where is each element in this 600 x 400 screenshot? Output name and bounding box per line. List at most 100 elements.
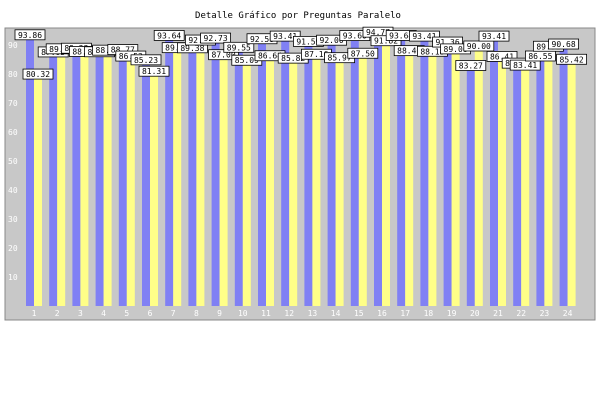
data-label: 88.40	[397, 47, 421, 56]
bar-series-b	[80, 50, 89, 306]
data-label: 81.31	[142, 67, 166, 76]
y-axis-ticks: 10 20 30 40 50 60 70 80 90	[8, 41, 18, 282]
data-label: 93.64	[157, 31, 181, 40]
bar-series-a	[350, 34, 359, 307]
bar-series-b	[521, 64, 530, 307]
data-label-box	[138, 65, 170, 77]
x-category-label: 22	[516, 309, 526, 318]
bar-series-b	[405, 49, 414, 306]
data-label: 85.23	[134, 56, 158, 65]
data-label: 92.00	[320, 36, 344, 45]
bar-series-b	[219, 53, 228, 307]
data-label: 93.41	[412, 32, 436, 41]
y-tick-label: 50	[8, 157, 18, 166]
bar-series-a	[374, 31, 382, 307]
data-label: 80.32	[26, 70, 50, 79]
data-labels: 93.8680.3287.9589.0289.2388.1188.0188.56…	[14, 26, 587, 80]
bar-series-a	[234, 46, 243, 307]
bar-series-b	[382, 39, 390, 307]
bar-series-a	[327, 39, 336, 306]
bar-series-a	[466, 64, 475, 306]
data-label: 93.60	[343, 32, 367, 41]
data-label: 88.77	[111, 46, 135, 55]
bar-series-a	[443, 41, 452, 306]
data-label-box	[478, 30, 510, 42]
data-label: 93.41	[273, 32, 297, 41]
bar-series-a	[95, 50, 104, 307]
bar-series-a	[304, 40, 313, 306]
data-label-box	[347, 47, 379, 59]
data-label: 85.09	[235, 56, 259, 65]
chart-title: Detalle Gráfico por Preguntas Paralelo	[195, 11, 401, 21]
bar-series-b	[335, 56, 344, 307]
data-label: 86.41	[490, 52, 514, 61]
bar-series-a	[397, 34, 406, 306]
x-category-label: 14	[331, 309, 341, 318]
data-label-box	[153, 30, 185, 41]
data-label: 90.00	[467, 42, 491, 51]
x-category-label: 16	[377, 309, 387, 318]
bar-series-a	[72, 47, 81, 306]
data-label: 90.68	[552, 40, 576, 49]
bar-series-a	[211, 37, 220, 306]
x-category-label: 2	[55, 309, 60, 318]
bar-series-b	[451, 47, 460, 307]
data-label: 83.27	[459, 62, 483, 71]
bar-series-b	[126, 55, 135, 306]
bar-series-a	[513, 62, 522, 306]
bar-series-a	[559, 43, 568, 306]
data-label: 92.73	[204, 34, 228, 43]
data-label: 87.00	[212, 51, 236, 60]
bar-series-a	[281, 35, 290, 307]
x-category-label: 11	[261, 309, 271, 318]
x-category-label: 19	[447, 309, 457, 318]
bar-series-b	[34, 73, 42, 307]
x-category-label: 1	[32, 309, 37, 318]
data-label: 93.41	[482, 32, 506, 41]
data-label-box	[22, 68, 54, 80]
x-category-label: 21	[493, 309, 503, 318]
data-label-box	[14, 29, 46, 41]
data-label: 86.55	[528, 52, 552, 61]
bar-series-b	[544, 45, 553, 307]
data-label: 89.00	[444, 45, 468, 54]
data-label: 89.55	[227, 43, 251, 52]
bar-series-a	[142, 58, 150, 306]
bar-series-b	[266, 54, 274, 306]
data-label: 87.50	[351, 49, 375, 58]
y-tick-label: 10	[8, 273, 18, 282]
bar-series-a	[118, 48, 127, 306]
data-label: 83.41	[513, 61, 537, 70]
y-tick-label: 20	[8, 244, 18, 253]
bar-series-b	[474, 45, 483, 306]
x-category-label: 24	[563, 309, 573, 318]
bar-series-a	[26, 33, 34, 306]
y-tick-label: 90	[8, 41, 18, 50]
x-category-label: 18	[424, 309, 434, 318]
x-category-label: 15	[354, 309, 364, 318]
bar-series-a	[420, 35, 429, 307]
data-label-box	[408, 30, 440, 42]
bar-series-b	[150, 70, 158, 307]
data-label: 89.38	[180, 44, 204, 53]
bar-series-b	[289, 57, 298, 306]
plot-area	[4, 27, 596, 321]
bar-series-a	[49, 50, 58, 306]
bar-series-b	[312, 53, 321, 307]
x-category-label: 10	[238, 309, 248, 318]
data-label: 93.86	[18, 31, 42, 40]
data-label-box	[223, 41, 255, 53]
x-category-label: 12	[284, 309, 294, 318]
x-axis-categories: 1 2 3 4 5 6 7 8 9 10 11 12 13 14 15 16 17 18 19 20 21 22 23 24	[32, 309, 573, 318]
bar-series-b	[196, 39, 205, 307]
data-label: 85.42	[560, 55, 584, 64]
bar-series-a	[188, 46, 197, 306]
bar-series-b	[242, 59, 251, 306]
data-label: 85.97	[328, 54, 352, 63]
bar-series-b	[358, 52, 367, 306]
x-category-label: 23	[540, 309, 550, 318]
data-label-box	[200, 32, 232, 44]
x-category-label: 17	[400, 309, 410, 318]
data-label: 85.82	[281, 54, 305, 63]
data-label: 86.64	[258, 52, 282, 61]
